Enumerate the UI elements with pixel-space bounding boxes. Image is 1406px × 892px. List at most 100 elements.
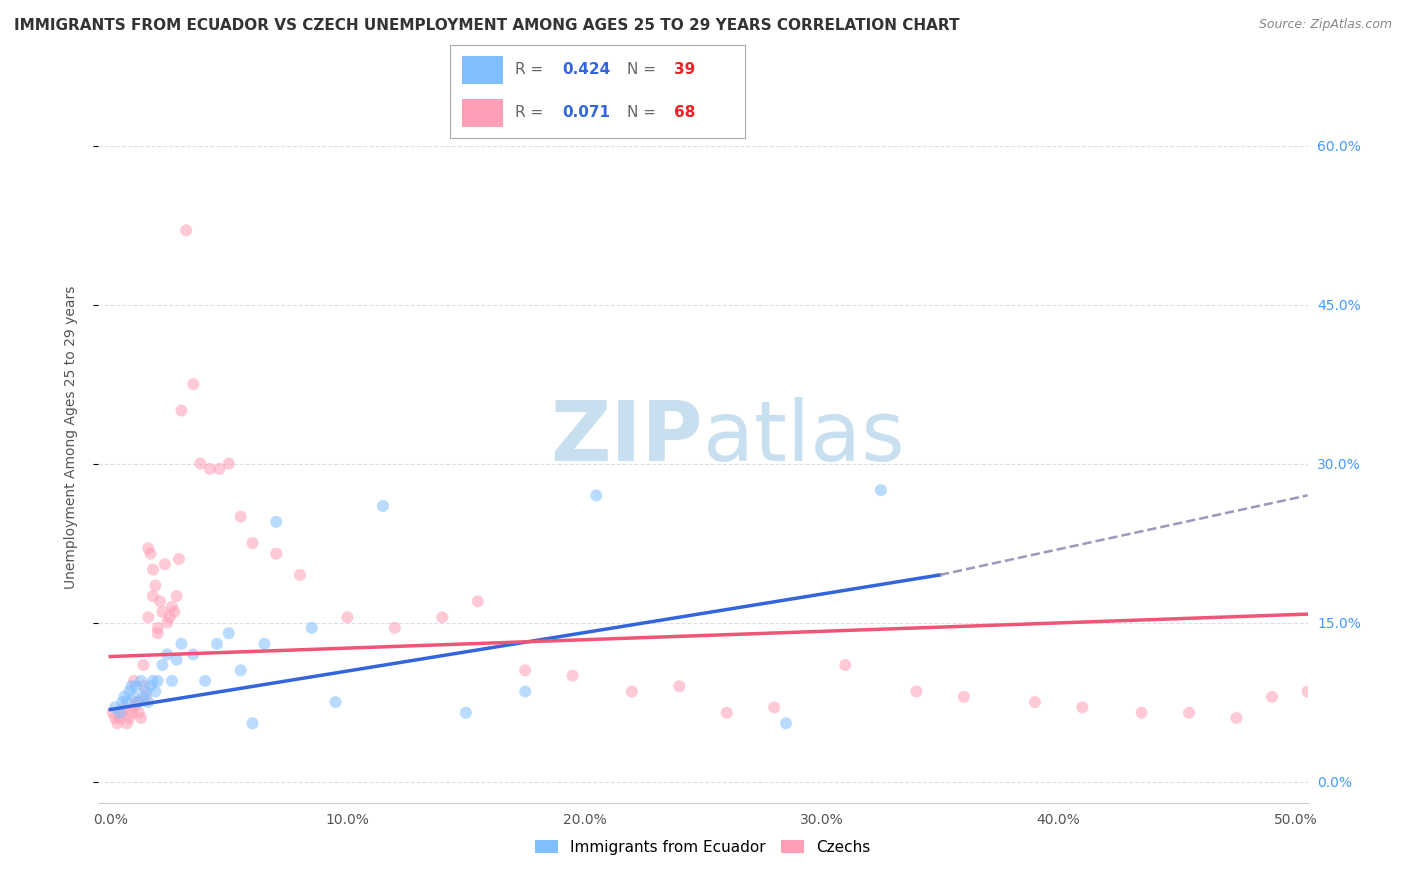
Text: R =: R = xyxy=(515,62,548,78)
Point xyxy=(152,658,174,673)
Point xyxy=(118,711,141,725)
Point xyxy=(146,673,169,688)
Point xyxy=(125,679,148,693)
Point xyxy=(264,547,287,561)
Point xyxy=(153,558,176,572)
Point xyxy=(242,536,264,550)
Point xyxy=(467,594,489,608)
Point xyxy=(515,684,537,698)
Point xyxy=(115,716,138,731)
Point xyxy=(1320,509,1343,524)
Point xyxy=(716,706,738,720)
Point xyxy=(160,599,183,614)
Point xyxy=(129,711,152,725)
Point xyxy=(208,462,231,476)
Point xyxy=(229,663,252,677)
Text: 68: 68 xyxy=(675,105,696,120)
Point xyxy=(301,621,323,635)
Point xyxy=(668,679,690,693)
Point xyxy=(132,690,155,704)
Point xyxy=(146,626,169,640)
Point xyxy=(198,462,221,476)
Point xyxy=(139,547,162,561)
Point xyxy=(159,610,181,624)
Point xyxy=(218,626,240,640)
Point xyxy=(371,499,394,513)
Point xyxy=(336,610,359,624)
Point xyxy=(122,700,145,714)
Point xyxy=(288,567,311,582)
Point xyxy=(121,706,143,720)
Point xyxy=(1071,700,1094,714)
Point xyxy=(156,615,179,630)
Point xyxy=(167,552,190,566)
Point xyxy=(122,690,145,704)
Point xyxy=(143,684,166,698)
Text: Source: ZipAtlas.com: Source: ZipAtlas.com xyxy=(1258,18,1392,31)
Point xyxy=(146,621,169,635)
Point xyxy=(205,637,228,651)
Point xyxy=(166,589,188,603)
Point xyxy=(121,679,143,693)
Point xyxy=(132,679,155,693)
Point xyxy=(1225,711,1247,725)
Point xyxy=(101,706,124,720)
Text: 39: 39 xyxy=(675,62,696,78)
Point xyxy=(104,700,127,714)
Point xyxy=(834,658,856,673)
Point xyxy=(1296,684,1319,698)
Text: N =: N = xyxy=(627,105,661,120)
Text: atlas: atlas xyxy=(703,397,904,477)
Point xyxy=(122,673,145,688)
Point xyxy=(242,716,264,731)
Text: ZIP: ZIP xyxy=(551,397,703,477)
Text: 0.424: 0.424 xyxy=(562,62,610,78)
Text: 0.071: 0.071 xyxy=(562,105,610,120)
Point xyxy=(142,589,165,603)
Point xyxy=(114,700,136,714)
Point xyxy=(108,711,131,725)
Text: IMMIGRANTS FROM ECUADOR VS CZECH UNEMPLOYMENT AMONG AGES 25 TO 29 YEARS CORRELAT: IMMIGRANTS FROM ECUADOR VS CZECH UNEMPLO… xyxy=(14,18,959,33)
Point xyxy=(952,690,974,704)
Point xyxy=(194,673,217,688)
Point xyxy=(181,377,204,392)
Point xyxy=(125,695,148,709)
Text: N =: N = xyxy=(627,62,661,78)
Point xyxy=(585,488,607,502)
Point xyxy=(142,673,165,688)
Point xyxy=(149,594,172,608)
Point xyxy=(763,700,786,714)
Bar xyxy=(461,99,503,127)
Point xyxy=(118,684,141,698)
Point xyxy=(181,648,204,662)
Point xyxy=(253,637,276,651)
Point xyxy=(143,578,166,592)
Point xyxy=(325,695,347,709)
Point xyxy=(152,605,174,619)
Point xyxy=(108,706,131,720)
Point xyxy=(105,716,128,731)
Point xyxy=(128,695,150,709)
Point xyxy=(775,716,797,731)
Point xyxy=(136,695,159,709)
Point xyxy=(111,695,134,709)
Point xyxy=(561,668,583,682)
Point xyxy=(620,684,643,698)
Point xyxy=(170,403,193,417)
Point xyxy=(454,706,477,720)
Point xyxy=(115,695,138,709)
Point xyxy=(142,563,165,577)
Point xyxy=(1261,690,1284,704)
Point xyxy=(869,483,891,497)
Point xyxy=(160,673,183,688)
Point xyxy=(170,637,193,651)
Point xyxy=(432,610,454,624)
Point xyxy=(129,673,152,688)
Point xyxy=(229,509,252,524)
Point xyxy=(515,663,537,677)
Legend: Immigrants from Ecuador, Czechs: Immigrants from Ecuador, Czechs xyxy=(529,834,877,861)
Point xyxy=(128,695,150,709)
Point xyxy=(128,706,150,720)
Point xyxy=(190,457,212,471)
Point xyxy=(384,621,406,635)
